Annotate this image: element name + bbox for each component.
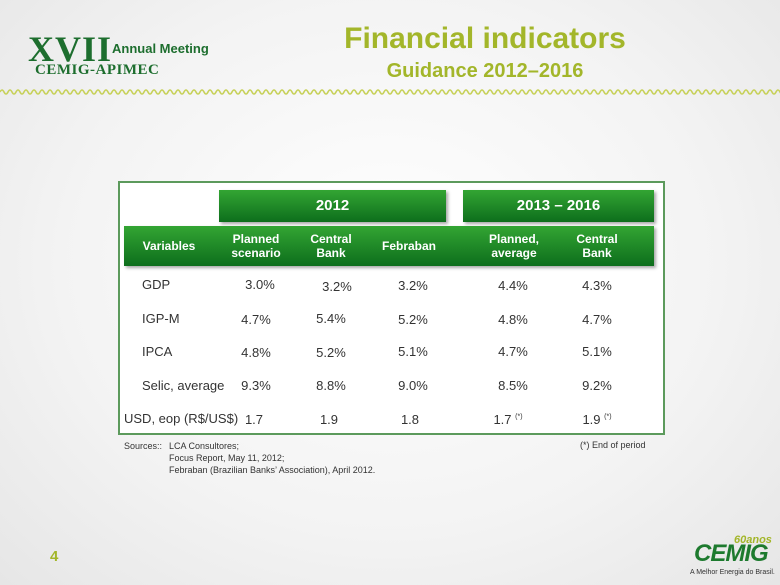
source-line: Focus Report, May 11, 2012; [169, 453, 285, 463]
event-org: CEMIG-APIMEC [35, 62, 160, 78]
page-number: 4 [50, 548, 59, 565]
column-header-bar: Variables Planned scenario Central Bank … [124, 226, 654, 266]
cell-ipca-febraban: 5.1% [398, 344, 428, 359]
cemig-logo: 60anos CEMIG A Melhor Energia do Brasil. [690, 534, 775, 580]
sources-label: Sources:: [124, 441, 163, 451]
source-line: Febraban (Brazilian Banks’ Association),… [169, 465, 376, 475]
cell-ipca-cb: 5.2% [316, 345, 346, 360]
cell-gdp-cb: 3.2% [322, 279, 352, 294]
cell-usd-febraban: 1.8 [400, 412, 420, 427]
cell-usd-cb: 1.9 [319, 412, 339, 427]
cell-ipca-cb-avg: 5.1% [582, 344, 612, 359]
row-label-igpm: IGP-M [142, 311, 180, 326]
cell-selic-cb: 8.8% [316, 378, 346, 393]
cell-igpm-cb: 5.4% [316, 311, 346, 326]
cell-usd-planned: 1.7 [244, 412, 264, 427]
event-roman-numeral: XVII [28, 29, 113, 69]
row-label-usd: USD, eop (R$/US$) [124, 411, 239, 426]
footnote-marker: (*) [515, 413, 523, 421]
cell-gdp-febraban: 3.2% [398, 278, 428, 293]
col-header-central-bank-2013: Central Bank [576, 232, 618, 260]
cell-selic-planned: 9.3% [241, 378, 271, 393]
cell-gdp-planned-avg: 4.4% [498, 278, 528, 293]
cell-usd-cb-avg-value: 1.9 [582, 412, 601, 427]
row-label-ipca: IPCA [142, 344, 173, 359]
cell-usd-planned-avg-value: 1.7 [493, 412, 512, 427]
table-panel [118, 181, 665, 435]
slide-subtitle: Guidance 2012–2016 [386, 60, 584, 82]
cell-selic-cb-avg: 9.2% [582, 378, 612, 393]
brand-tagline: A Melhor Energia do Brasil. [690, 569, 775, 576]
footnote-marker: (*) [604, 413, 612, 421]
row-label-gdp: GDP [142, 277, 171, 292]
cell-igpm-planned-avg: 4.8% [498, 312, 528, 327]
cell-gdp-cb-avg: 4.3% [582, 278, 612, 293]
event-name: Annual Meeting [112, 41, 209, 56]
event-logo: XVII Annual Meeting [28, 28, 209, 70]
col-header-planned-scenario: Planned scenario [231, 232, 281, 260]
cell-ipca-planned: 4.8% [241, 345, 271, 360]
row-label-selic: Selic, average [142, 378, 225, 393]
cell-usd-planned-avg: 1.7 (*) [473, 412, 543, 427]
sources-lines: LCA Consultores; Focus Report, May 11, 2… [169, 440, 375, 476]
col-header-planned-average: Planned, average [488, 232, 539, 260]
year-group-2013-2016: 2013 – 2016 [463, 190, 654, 222]
cell-igpm-febraban: 5.2% [398, 312, 428, 327]
sources-block: Sources:: LCA Consultores; Focus Report,… [124, 440, 375, 475]
col-header-variables: Variables [142, 239, 196, 253]
cell-gdp-planned: 3.0% [245, 277, 275, 292]
brand-name: CEMIG [694, 540, 769, 567]
wave-divider [0, 89, 780, 95]
col-header-febraban: Febraban [381, 239, 436, 253]
cell-selic-febraban: 9.0% [398, 378, 428, 393]
cell-igpm-cb-avg: 4.7% [582, 312, 612, 327]
cell-igpm-planned: 4.7% [241, 312, 271, 327]
slide-title: Financial indicators [344, 22, 626, 55]
cell-selic-planned-avg: 8.5% [498, 378, 528, 393]
cell-ipca-planned-avg: 4.7% [498, 344, 528, 359]
cell-usd-cb-avg: 1.9 (*) [562, 412, 632, 427]
year-group-2012: 2012 [219, 190, 446, 222]
col-header-central-bank-2012: Central Bank [310, 232, 352, 260]
anniversary-mark: 60anos [734, 534, 772, 546]
source-line: LCA Consultores; [169, 441, 240, 451]
end-of-period-note: (*) End of period [580, 440, 646, 450]
